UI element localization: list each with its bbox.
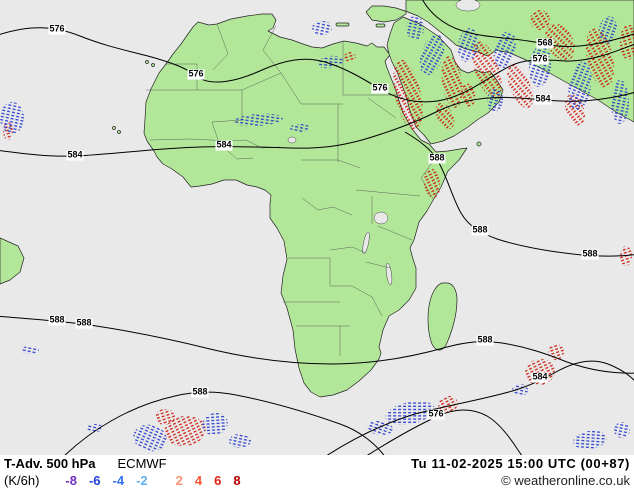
unit-label: (K/6h) [4,473,40,488]
copyright-label: © weatheronline.co.uk [501,473,630,488]
weather-map: 576 576 576 568 576 584 584 584 588 588 588 588 588 5… [0,0,634,455]
contour-568-north [422,0,634,47]
scale-value: 8 [233,473,241,488]
warm-advection-areas [3,9,634,447]
small-islands [112,22,482,147]
color-scale: -8 -6 -4 -2 2 4 6 8 [65,473,252,488]
south-america-landmass [0,237,25,285]
contour-584-mid [0,92,634,157]
scale-value: 4 [194,473,203,488]
datetime-label: Tu 11-02-2025 15:00 UTC (00+87) [411,456,630,471]
scale-value: -6 [88,473,101,488]
cold-advection-areas [0,16,630,452]
contour-584-southeast [326,360,634,455]
advection-overlay [0,9,634,452]
scale-value: -2 [136,473,148,488]
footer-bar: T-Adv. 500 hPa ECMWF Tu 11-02-2025 15:00… [0,455,634,490]
contour-576-north [0,27,634,103]
contour-588-southwest [64,391,385,455]
contour-588-south [0,315,634,374]
contour-576-southeast [366,409,523,455]
parameter-label: T-Adv. 500 hPa [4,456,96,471]
footer-row-legend: (K/6h) -8 -6 -4 -2 2 4 6 8 © weatheronline.co.u… [0,472,634,489]
scale-value: -8 [65,473,77,488]
scale-value: 2 [175,473,183,488]
africa-landmass [143,13,468,398]
model-label: ECMWF [117,456,167,471]
scale-value: -4 [112,473,125,488]
lakes [287,0,481,286]
map-canvas [0,0,634,455]
footer-row-title: T-Adv. 500 hPa ECMWF Tu 11-02-2025 15:00… [0,455,634,472]
scale-value: 6 [214,473,222,488]
